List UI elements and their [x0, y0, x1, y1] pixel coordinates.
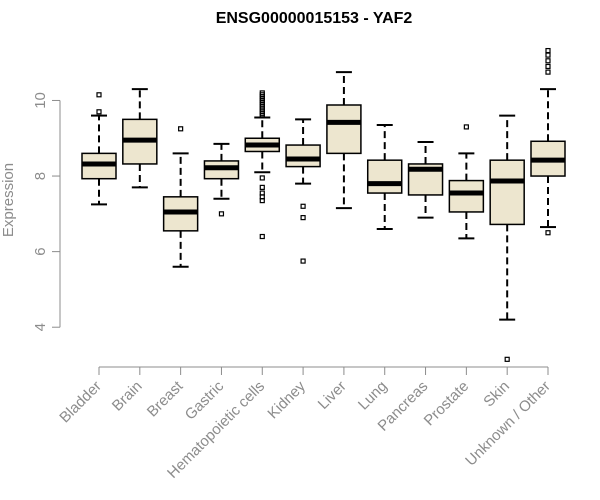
boxes-layer [81, 47, 566, 362]
box-group [203, 142, 240, 217]
box-iqr [285, 144, 321, 168]
outlier-point [178, 126, 184, 132]
box-group [81, 92, 117, 206]
x-tick-label: Skin [480, 378, 513, 411]
outlier-point [300, 203, 306, 209]
x-tick-label: Lung [355, 378, 391, 414]
outlier-point [259, 190, 265, 196]
box-group [530, 47, 566, 236]
box-iqr [448, 179, 485, 213]
box-iqr [326, 104, 362, 155]
box-iqr [489, 159, 525, 226]
box-group [285, 118, 321, 264]
box-group [162, 126, 199, 268]
x-tick-label: Bladder [56, 378, 105, 427]
box-group [407, 141, 444, 219]
box-group [244, 90, 281, 240]
y-tick-label: 6 [32, 247, 49, 255]
x-tick-label: Breast [144, 377, 187, 420]
box-group [366, 124, 403, 230]
box-iqr [366, 159, 403, 194]
outlier-point [218, 211, 225, 217]
x-tick-label: Liver [315, 378, 350, 413]
outlier-point [300, 215, 306, 221]
outlier-point [545, 69, 551, 75]
y-axis-title: Expression [0, 163, 17, 237]
outlier-point [545, 58, 551, 64]
outlier-point [545, 47, 551, 54]
box-group [122, 88, 158, 189]
y-axis: 4 6 8 10 [32, 92, 61, 331]
outlier-point [259, 90, 265, 96]
outlier-point [96, 92, 102, 98]
x-tick-label: Kidney [264, 377, 309, 422]
outlier-point [545, 52, 551, 58]
outlier-point [259, 233, 265, 240]
outlier-point [96, 109, 102, 115]
outlier-point [259, 184, 265, 190]
x-tick-label: Prostate [421, 378, 473, 430]
x-tick-label: Brain [109, 378, 146, 415]
box-group [326, 71, 362, 210]
box-group [448, 124, 485, 240]
outlier-point [300, 258, 306, 264]
outlier-point [545, 230, 551, 236]
outlier-point [545, 63, 551, 70]
y-tick-label: 10 [32, 92, 49, 109]
outlier-point [504, 356, 510, 362]
outlier-point [259, 175, 265, 181]
y-tick-label: 8 [32, 172, 49, 180]
chart-title: ENSG00000015153 - YAF2 [216, 10, 413, 27]
y-tick-label: 4 [32, 323, 49, 331]
box-group [489, 114, 525, 362]
outlier-point [463, 124, 469, 130]
